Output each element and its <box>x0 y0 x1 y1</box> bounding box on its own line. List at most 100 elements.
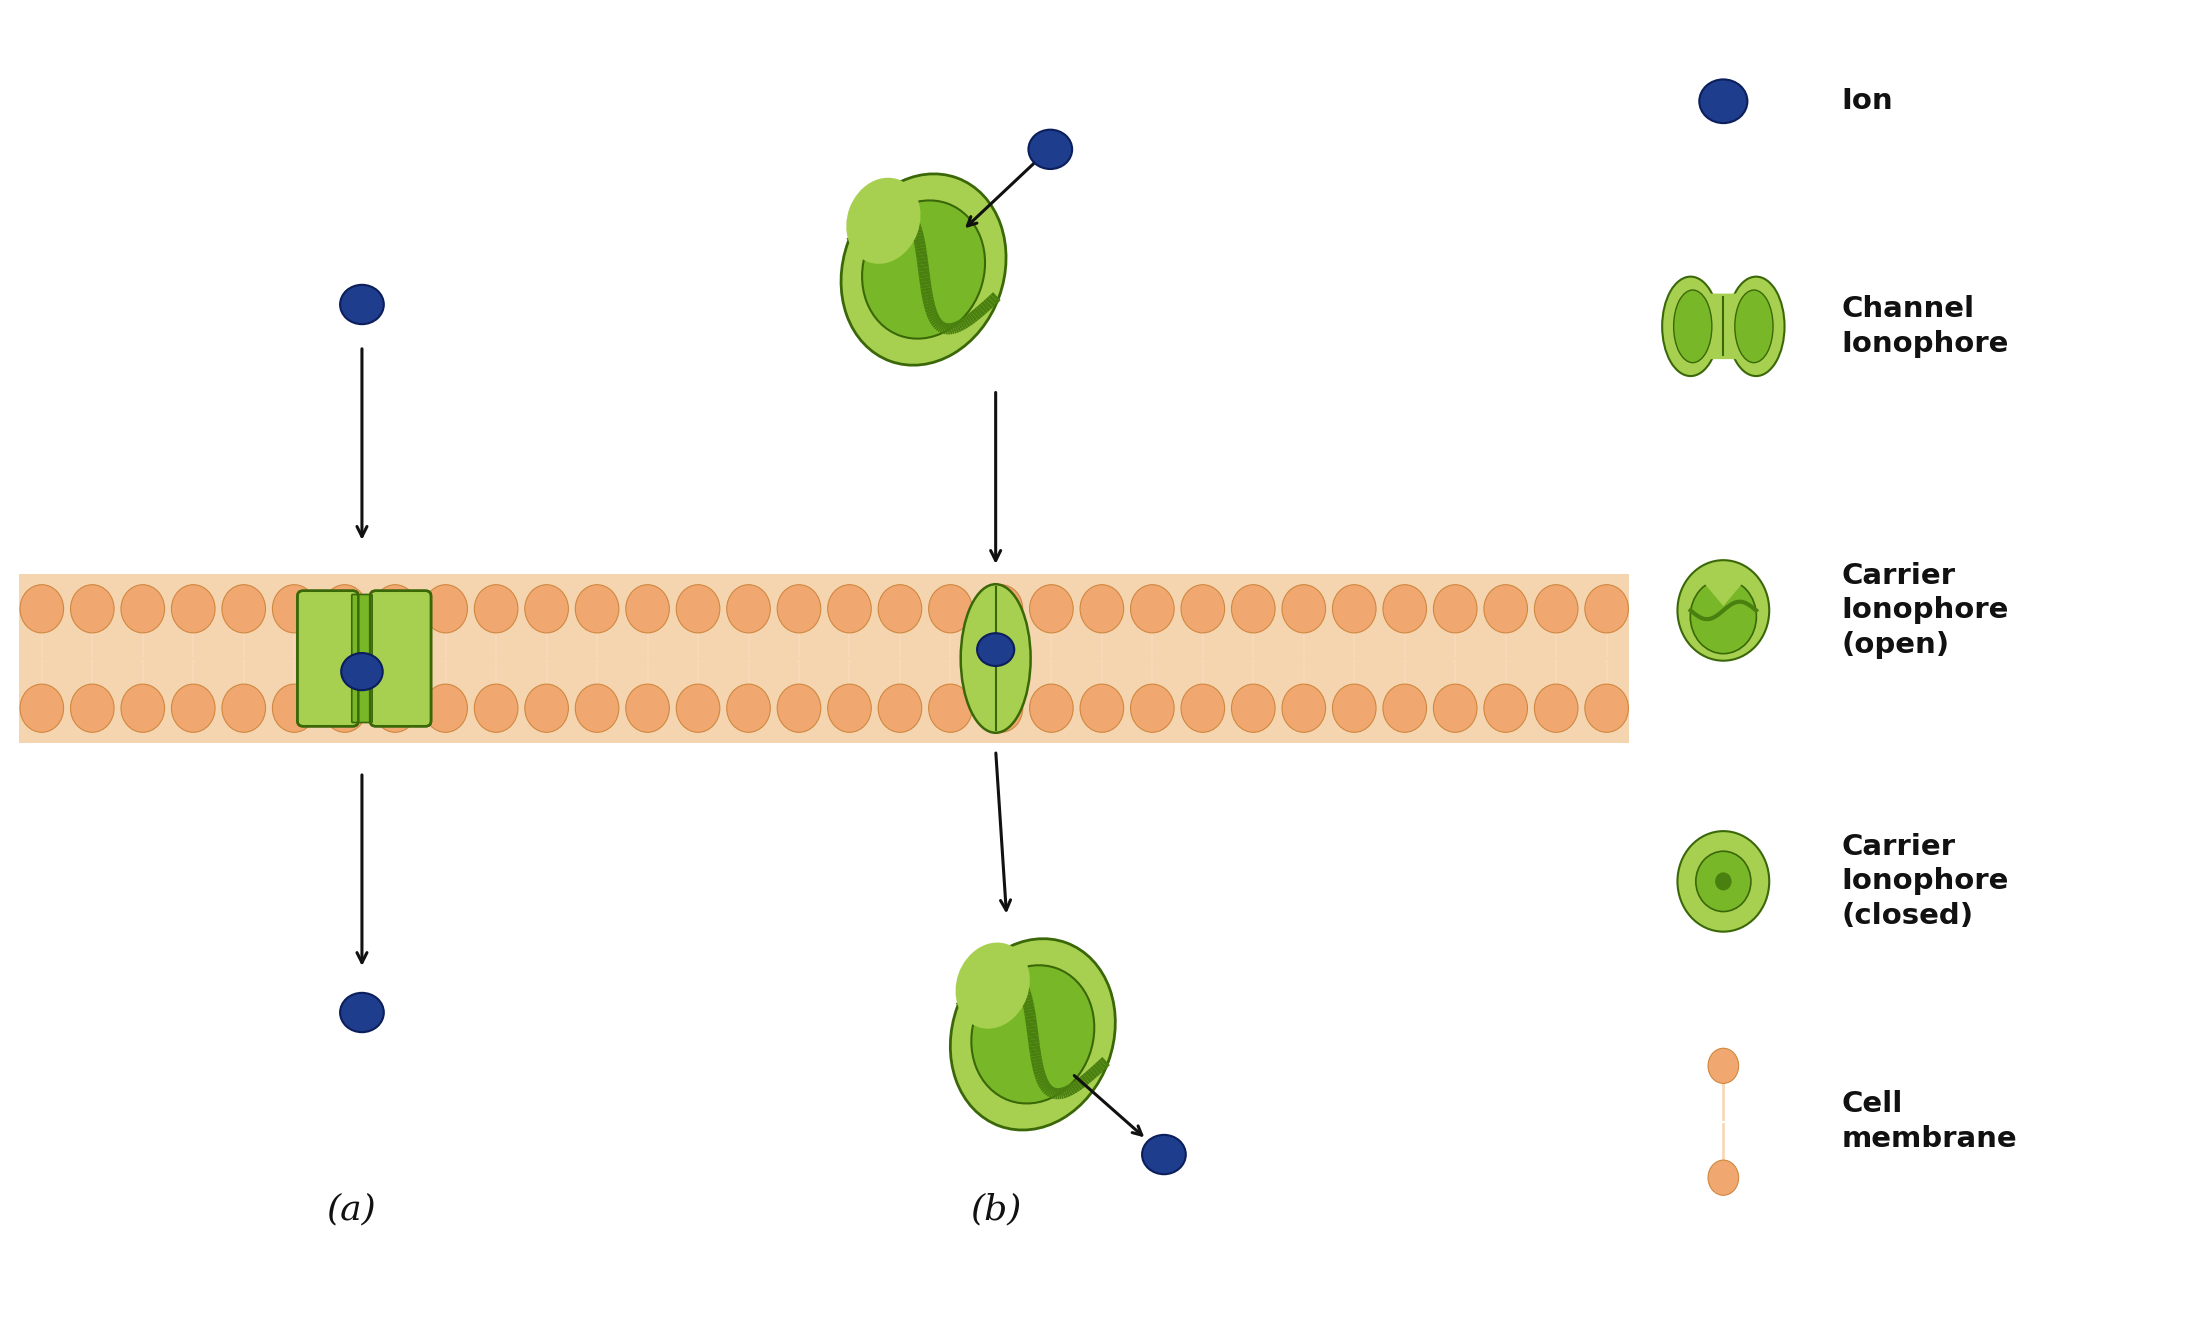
Ellipse shape <box>1081 585 1125 633</box>
Text: (a): (a) <box>326 1192 376 1226</box>
Ellipse shape <box>1678 560 1770 661</box>
Ellipse shape <box>324 585 365 633</box>
Ellipse shape <box>475 684 519 732</box>
Ellipse shape <box>950 939 1116 1130</box>
Ellipse shape <box>1182 684 1225 732</box>
Ellipse shape <box>274 585 315 633</box>
Ellipse shape <box>1534 684 1578 732</box>
Ellipse shape <box>120 585 164 633</box>
Ellipse shape <box>70 684 114 732</box>
Ellipse shape <box>1709 1160 1739 1196</box>
Ellipse shape <box>1700 79 1748 122</box>
Ellipse shape <box>1709 1048 1739 1084</box>
Ellipse shape <box>1131 585 1175 633</box>
Ellipse shape <box>374 684 418 732</box>
Ellipse shape <box>1131 684 1175 732</box>
Ellipse shape <box>1182 585 1225 633</box>
Ellipse shape <box>1332 684 1376 732</box>
Ellipse shape <box>525 585 569 633</box>
Ellipse shape <box>626 684 670 732</box>
Ellipse shape <box>575 684 619 732</box>
Ellipse shape <box>1584 684 1628 732</box>
Ellipse shape <box>324 684 365 732</box>
Ellipse shape <box>1383 585 1427 633</box>
Ellipse shape <box>877 585 921 633</box>
Ellipse shape <box>1674 290 1711 362</box>
Ellipse shape <box>475 585 519 633</box>
Ellipse shape <box>424 585 468 633</box>
Ellipse shape <box>978 684 1022 732</box>
FancyBboxPatch shape <box>352 594 372 723</box>
Ellipse shape <box>171 585 214 633</box>
Text: Carrier
Ionophore
(closed): Carrier Ionophore (closed) <box>1842 832 2009 930</box>
Ellipse shape <box>726 684 770 732</box>
Ellipse shape <box>777 585 820 633</box>
Ellipse shape <box>827 684 871 732</box>
Ellipse shape <box>676 585 720 633</box>
Ellipse shape <box>525 684 569 732</box>
Ellipse shape <box>1232 684 1276 732</box>
Ellipse shape <box>1282 684 1326 732</box>
Ellipse shape <box>20 684 63 732</box>
Ellipse shape <box>1433 684 1477 732</box>
Ellipse shape <box>1735 290 1772 362</box>
Ellipse shape <box>374 585 418 633</box>
Ellipse shape <box>70 585 114 633</box>
Bar <box>20 574 1630 743</box>
Ellipse shape <box>978 633 1015 666</box>
Ellipse shape <box>1483 684 1527 732</box>
Ellipse shape <box>626 585 670 633</box>
Ellipse shape <box>877 684 921 732</box>
Text: (b): (b) <box>969 1192 1022 1226</box>
Ellipse shape <box>171 684 214 732</box>
Ellipse shape <box>1729 277 1785 377</box>
Ellipse shape <box>777 684 820 732</box>
Ellipse shape <box>1715 872 1731 890</box>
FancyBboxPatch shape <box>330 595 392 628</box>
Ellipse shape <box>827 585 871 633</box>
Ellipse shape <box>1584 585 1628 633</box>
Text: Channel
Ionophore: Channel Ionophore <box>1842 295 2009 358</box>
Text: Carrier
Ionophore
(open): Carrier Ionophore (open) <box>1842 562 2009 658</box>
FancyBboxPatch shape <box>330 689 392 722</box>
Ellipse shape <box>1383 684 1427 732</box>
FancyBboxPatch shape <box>298 591 359 726</box>
Ellipse shape <box>928 684 971 732</box>
Ellipse shape <box>221 684 265 732</box>
Ellipse shape <box>339 993 383 1033</box>
Ellipse shape <box>1433 585 1477 633</box>
Ellipse shape <box>1232 585 1276 633</box>
FancyBboxPatch shape <box>370 591 431 726</box>
Ellipse shape <box>20 585 63 633</box>
Ellipse shape <box>1081 684 1125 732</box>
Ellipse shape <box>862 200 985 338</box>
Ellipse shape <box>1483 585 1527 633</box>
Text: Cell
membrane: Cell membrane <box>1842 1090 2017 1154</box>
Ellipse shape <box>840 174 1006 365</box>
Ellipse shape <box>1028 129 1072 169</box>
Ellipse shape <box>1663 277 1720 377</box>
Ellipse shape <box>274 684 315 732</box>
Ellipse shape <box>1031 585 1072 633</box>
Ellipse shape <box>1282 585 1326 633</box>
Ellipse shape <box>120 684 164 732</box>
Ellipse shape <box>676 684 720 732</box>
Ellipse shape <box>971 965 1094 1104</box>
Ellipse shape <box>575 585 619 633</box>
Ellipse shape <box>341 653 383 690</box>
Text: Ion: Ion <box>1842 87 1893 116</box>
Ellipse shape <box>1332 585 1376 633</box>
Ellipse shape <box>1691 579 1757 653</box>
Ellipse shape <box>221 585 265 633</box>
Ellipse shape <box>339 284 383 324</box>
Ellipse shape <box>961 585 1031 732</box>
FancyBboxPatch shape <box>1702 294 1746 360</box>
Ellipse shape <box>726 585 770 633</box>
Ellipse shape <box>424 684 468 732</box>
Ellipse shape <box>978 585 1022 633</box>
Ellipse shape <box>847 178 921 263</box>
Ellipse shape <box>1031 684 1072 732</box>
Wedge shape <box>1698 566 1748 606</box>
Ellipse shape <box>1678 831 1770 931</box>
Ellipse shape <box>1534 585 1578 633</box>
